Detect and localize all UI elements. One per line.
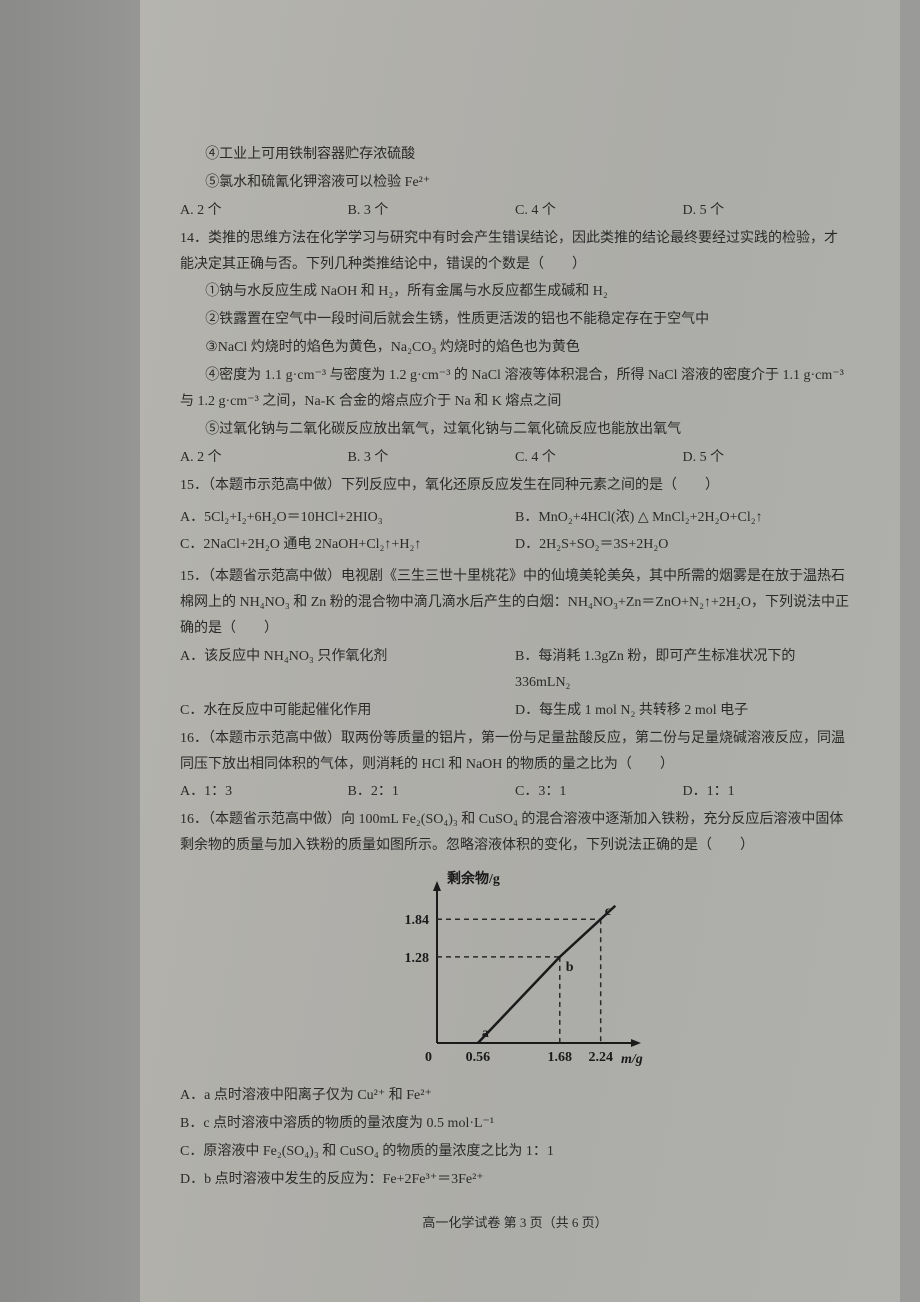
- q16-city-opt-a: A．1：3: [180, 779, 348, 805]
- svg-text:0: 0: [425, 1050, 432, 1065]
- q13-item-5: ⑤氯水和硫氰化钾溶液可以检验 Fe²⁺: [180, 170, 850, 196]
- q15-prov-opt-d: D．每生成 1 mol N₂ 共转移 2 mol 电子: [515, 698, 850, 724]
- q16-prov-opt-d: D．b 点时溶液中发生的反应为：Fe+2Fe³⁺＝3Fe²⁺: [180, 1167, 850, 1193]
- q14-item-4: ④密度为 1.1 g·cm⁻³ 与密度为 1.2 g·cm⁻³ 的 NaCl 溶…: [180, 363, 850, 415]
- q13-opt-a: A. 2 个: [180, 198, 348, 224]
- q13-item-4: ④工业上可用铁制容器贮存浓硫酸: [180, 142, 850, 168]
- q14-opt-b: B. 3 个: [348, 445, 516, 471]
- svg-text:剩余物/g: 剩余物/g: [447, 870, 500, 887]
- q16-city-options: A．1：3 B．2：1 C．3：1 D．1：1: [180, 779, 850, 805]
- q14-item-2: ②铁露置在空气中一段时间后就会生锈，性质更活泼的铝也不能稳定存在于空气中: [180, 307, 850, 333]
- exam-page: ④工业上可用铁制容器贮存浓硫酸 ⑤氯水和硫氰化钾溶液可以检验 Fe²⁺ A. 2…: [140, 0, 900, 1302]
- q15-city-opt-b: B．MnO₂+4HCl(浓) △ MnCl₂+2H₂O+Cl₂↑: [515, 505, 850, 531]
- q13-opt-c: C. 4 个: [515, 198, 683, 224]
- q15-prov-opt-c: C．水在反应中可能起催化作用: [180, 698, 515, 724]
- q16-prov-stem: 16．（本题省示范高中做）向 100mL Fe₂(SO₄)₃ 和 CuSO₄ 的…: [180, 807, 850, 859]
- q15-prov-stem: 15．（本题省示范高中做）电视剧《三生三世十里桃花》中的仙境美轮美奂，其中所需的…: [180, 564, 850, 642]
- svg-text:b: b: [566, 960, 574, 975]
- q15-prov-opt-b: B．每消耗 1.3gZn 粉，即可产生标准状况下的 336mLN₂: [515, 644, 850, 696]
- q16-city-opt-b: B．2：1: [348, 779, 516, 805]
- svg-text:1.84: 1.84: [405, 913, 430, 928]
- q15-city-opt-a: A．5Cl₂+I₂+6H₂O＝10HCl+2HIO₃: [180, 505, 515, 531]
- svg-text:2.24: 2.24: [588, 1050, 613, 1065]
- q15-prov-row1: A．该反应中 NH₄NO₃ 只作氧化剂 B．每消耗 1.3gZn 粉，即可产生标…: [180, 644, 850, 696]
- svg-text:m/g: m/g: [621, 1052, 643, 1067]
- svg-text:a: a: [482, 1026, 489, 1041]
- svg-text:c: c: [605, 904, 611, 919]
- q16-chart: 剩余物/g m/g 0 1.28 1.84 0.56 1.68 2.24 a b c: [180, 865, 850, 1075]
- svg-text:1.28: 1.28: [405, 951, 430, 966]
- q14-opt-a: A. 2 个: [180, 445, 348, 471]
- q13-opt-b: B. 3 个: [348, 198, 516, 224]
- residual-mass-chart: 剩余物/g m/g 0 1.28 1.84 0.56 1.68 2.24 a b c: [385, 865, 645, 1075]
- q14-item-3: ③NaCl 灼烧时的焰色为黄色，Na₂CO₃ 灼烧时的焰色也为黄色: [180, 335, 850, 361]
- q16-prov-opt-a: A．a 点时溶液中阳离子仅为 Cu²⁺ 和 Fe²⁺: [180, 1083, 850, 1109]
- q16-city-opt-d: D．1：1: [683, 779, 851, 805]
- q14-stem: 14．类推的思维方法在化学学习与研究中有时会产生错误结论，因此类推的结论最终要经…: [180, 226, 850, 278]
- q13-opt-d: D. 5 个: [683, 198, 851, 224]
- q14-item-1: ①钠与水反应生成 NaOH 和 H₂，所有金属与水反应都生成碱和 H₂: [180, 279, 850, 305]
- q16-prov-opt-b: B．c 点时溶液中溶质的物质的量浓度为 0.5 mol·L⁻¹: [180, 1111, 850, 1137]
- page-footer: 高一化学试卷 第 3 页（共 6 页）: [180, 1211, 850, 1235]
- q15-city-row1: A．5Cl₂+I₂+6H₂O＝10HCl+2HIO₃ B．MnO₂+4HCl(浓…: [180, 505, 850, 531]
- q13-options: A. 2 个 B. 3 个 C. 4 个 D. 5 个: [180, 198, 850, 224]
- q15-city-opt-c: C．2NaCl+2H₂O 通电 2NaOH+Cl₂↑+H₂↑: [180, 532, 515, 558]
- q14-opt-d: D. 5 个: [683, 445, 851, 471]
- q15-prov-row2: C．水在反应中可能起催化作用 D．每生成 1 mol N₂ 共转移 2 mol …: [180, 698, 850, 724]
- q14-options: A. 2 个 B. 3 个 C. 4 个 D. 5 个: [180, 445, 850, 471]
- q15-prov-opt-a: A．该反应中 NH₄NO₃ 只作氧化剂: [180, 644, 515, 696]
- q16-prov-opt-c: C．原溶液中 Fe₂(SO₄)₃ 和 CuSO₄ 的物质的量浓度之比为 1：1: [180, 1139, 850, 1165]
- q14-item-5: ⑤过氧化钠与二氧化碳反应放出氧气，过氧化钠与二氧化硫反应也能放出氧气: [180, 417, 850, 443]
- q16-city-opt-c: C．3：1: [515, 779, 683, 805]
- q15-city-stem: 15．（本题市示范高中做）下列反应中，氧化还原反应发生在同种元素之间的是（ ）: [180, 473, 850, 499]
- svg-text:0.56: 0.56: [466, 1050, 491, 1065]
- q16-city-stem: 16．（本题市示范高中做）取两份等质量的铝片，第一份与足量盐酸反应，第二份与足量…: [180, 726, 850, 778]
- q15-city-row2: C．2NaCl+2H₂O 通电 2NaOH+Cl₂↑+H₂↑ D．2H₂S+SO…: [180, 532, 850, 558]
- q15-city-opt-d: D．2H₂S+SO₂＝3S+2H₂O: [515, 532, 850, 558]
- q14-opt-c: C. 4 个: [515, 445, 683, 471]
- svg-text:1.68: 1.68: [548, 1050, 573, 1065]
